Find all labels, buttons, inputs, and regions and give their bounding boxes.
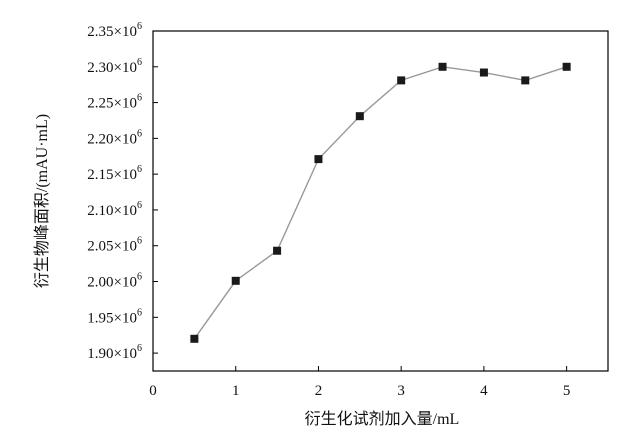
x-tick-label-5: 5 (563, 383, 571, 399)
y-tick-label-6: 2.20×106 (87, 128, 142, 147)
x-tick-label-4: 4 (480, 383, 488, 399)
data-point-3 (314, 155, 323, 164)
series-line-0 (193, 66, 567, 340)
y-tick-label-4: 2.10×106 (87, 200, 142, 219)
y-tick-label-8: 2.30×106 (87, 57, 142, 76)
x-tick-label-1: 1 (232, 383, 240, 399)
series (190, 62, 571, 343)
x-tick-label-3: 3 (397, 383, 405, 399)
data-point-0 (190, 334, 199, 343)
data-point-5 (397, 76, 406, 85)
data-point-4 (355, 112, 364, 121)
y-axis-title: 衍生物峰面积/(mAU·mL) (33, 114, 51, 288)
x-tick-label-0: 0 (149, 383, 157, 399)
axis-ticks: 0 1 2 3 4 5 1.90×106 1.95×106 2.00×106 2.05×106 2.… (87, 21, 570, 399)
data-point-1 (231, 276, 240, 285)
data-point-6 (438, 62, 447, 71)
x-axis-title: 衍生化试剂加入量/mL (305, 410, 460, 428)
data-point-7 (479, 68, 488, 77)
y-tick-label-1: 1.95×106 (87, 307, 142, 326)
y-tick-label-3: 2.05×106 (87, 236, 142, 255)
plot-frame (152, 30, 609, 372)
y-tick-label-9: 2.35×106 (87, 21, 142, 40)
data-point-2 (273, 246, 282, 255)
x-tick-label-2: 2 (315, 383, 323, 399)
y-tick-label-7: 2.25×106 (87, 93, 142, 112)
y-tick-label-0: 1.90×106 (87, 343, 142, 362)
data-point-8 (521, 76, 530, 85)
axes (152, 30, 609, 372)
y-tick-label-5: 2.15×106 (87, 164, 142, 183)
data-point-9 (562, 62, 571, 71)
y-tick-label-2: 2.00×106 (87, 272, 142, 291)
